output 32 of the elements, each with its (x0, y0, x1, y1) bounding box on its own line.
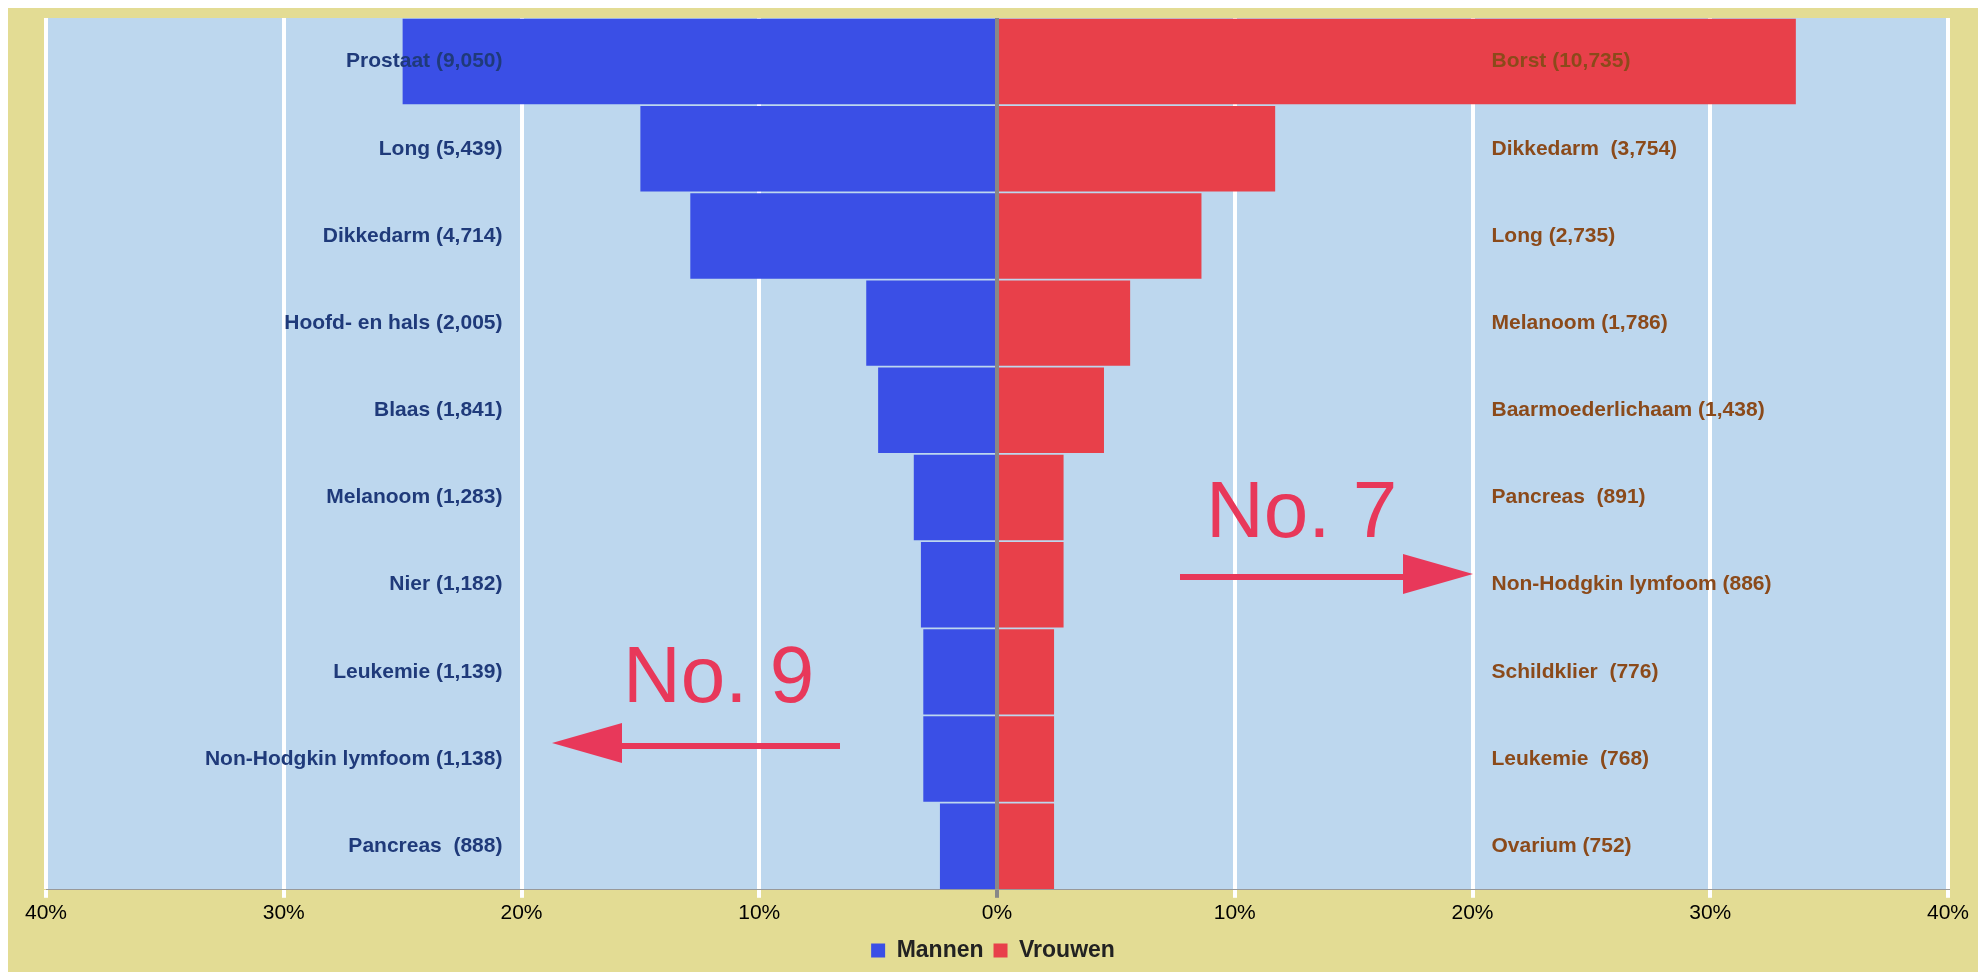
y-tick-label: Dikkedarm (4,714) (322, 222, 503, 246)
y-tick-label: Nier (1,182) (389, 571, 503, 595)
x-tick-label: 0% (981, 900, 1013, 924)
annotation: Leukemie (768) (1491, 745, 1650, 769)
y-tick-label: Leukemie (1,139) (333, 658, 503, 682)
y-tick-label: Pancreas (888) (348, 833, 503, 857)
x-tick-label: 20% (500, 900, 543, 924)
annotation: Non-Hodgkin lymfoom (886) (1491, 571, 1772, 595)
x-tick-label: 20% (1451, 900, 1494, 924)
annotation: Borst (10,735) (1491, 48, 1631, 72)
x-tick-label: 10% (1213, 900, 1256, 924)
x-tick-label: 40% (24, 900, 68, 924)
annotation: Baarmoederlichaam (1,438) (1491, 397, 1765, 421)
annotation: Ovarium (752) (1491, 833, 1632, 857)
annotation: No. 9 (623, 630, 815, 719)
annotation: No. 7 (1206, 465, 1398, 554)
x-tick-label: 30% (262, 900, 305, 924)
annotation: Dikkedarm (3,754) (1491, 135, 1678, 159)
x-tick-label: 40% (1926, 900, 1970, 924)
annotation: Schildklier (776) (1491, 658, 1659, 682)
legend-label: Mannen (896, 935, 984, 962)
y-tick-label: Blaas (1,841) (374, 397, 503, 421)
x-tick-label: 10% (738, 900, 781, 924)
legend-label: Vrouwen (1019, 935, 1115, 962)
annotation: Pancreas (891) (1491, 484, 1646, 508)
annotation: Melanoom (1,786) (1491, 309, 1668, 333)
y-tick-label: Non-Hodgkin lymfoom (1,138) (204, 745, 503, 769)
annotation: Long (2,735) (1491, 222, 1616, 246)
x-tick-label: 30% (1689, 900, 1732, 924)
y-tick-label: Long (5,439) (378, 135, 503, 159)
y-tick-label: Melanoom (1,283) (326, 484, 503, 508)
y-tick-label: Hoofd- en hals (2,005) (284, 309, 503, 333)
